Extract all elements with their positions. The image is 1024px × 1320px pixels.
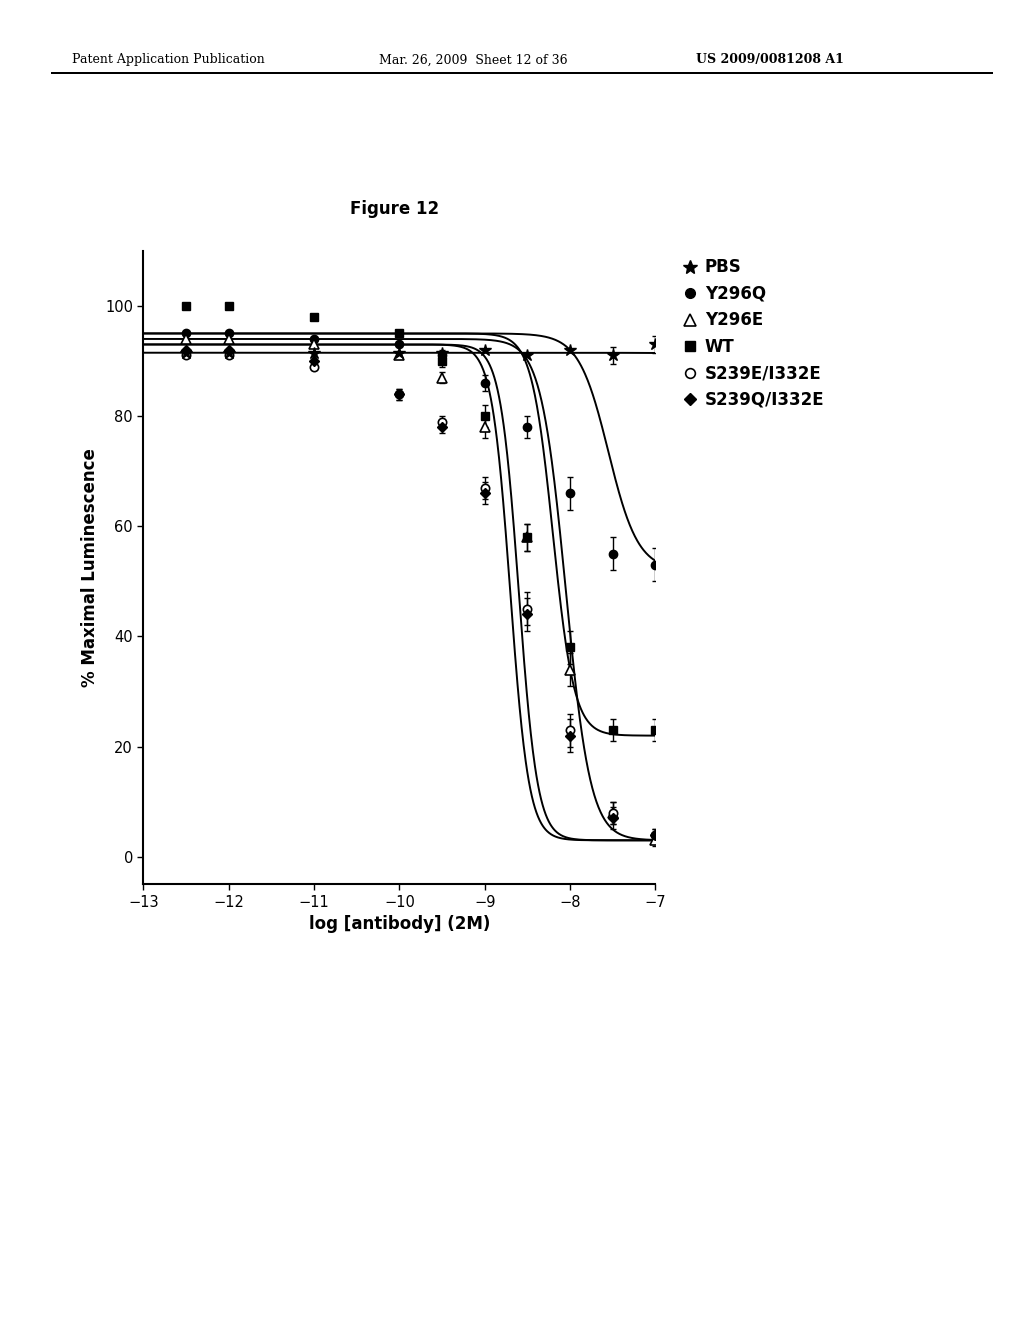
Text: Patent Application Publication: Patent Application Publication bbox=[72, 53, 264, 66]
Y-axis label: % Maximal Luminescence: % Maximal Luminescence bbox=[81, 449, 99, 686]
Text: Figure 12: Figure 12 bbox=[349, 199, 439, 218]
Text: US 2009/0081208 A1: US 2009/0081208 A1 bbox=[696, 53, 844, 66]
X-axis label: log [antibody] (2M): log [antibody] (2M) bbox=[308, 915, 490, 933]
Legend: PBS, Y296Q, Y296E, WT, S239E/I332E, S239Q/I332E: PBS, Y296Q, Y296E, WT, S239E/I332E, S239… bbox=[683, 259, 824, 408]
Text: Mar. 26, 2009  Sheet 12 of 36: Mar. 26, 2009 Sheet 12 of 36 bbox=[379, 53, 567, 66]
